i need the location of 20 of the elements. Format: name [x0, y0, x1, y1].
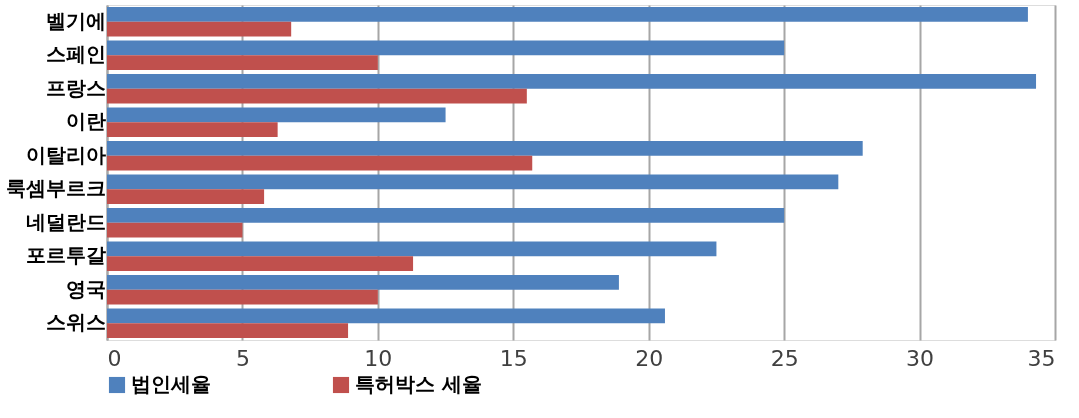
y-tick-label: 포르투갈 [25, 243, 106, 268]
x-tick-label: 20 [635, 345, 664, 371]
y-tick-label: 프랑스 [45, 75, 106, 100]
y-tick-label: 스페인 [45, 42, 106, 67]
x-tick-label: 30 [906, 345, 935, 371]
y-tick-label: 네덜란드 [25, 209, 106, 234]
x-tick-label: 35 [1027, 345, 1056, 371]
legend-label: 특허박스 세율 [355, 372, 482, 396]
x-tick-label: 5 [235, 345, 250, 371]
y-tick-label: 이탈리아 [25, 142, 106, 167]
legend-label: 법인세율 [131, 372, 211, 396]
x-tick-label: 25 [770, 345, 799, 371]
y-tick-label: 벨기에 [45, 8, 106, 33]
y-tick-label: 룩셈부르크 [5, 176, 106, 201]
y-tick-label: 스위스 [45, 310, 106, 335]
x-tick-label: 10 [364, 345, 393, 371]
y-tick-label: 이란 [65, 109, 106, 134]
x-tick-label: 15 [499, 345, 528, 371]
y-tick-label: 영국 [65, 276, 106, 301]
x-tick-label: 0 [107, 345, 122, 371]
